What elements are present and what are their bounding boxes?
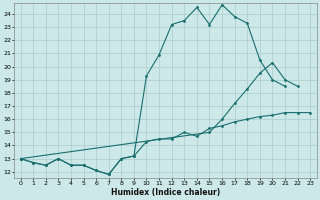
X-axis label: Humidex (Indice chaleur): Humidex (Indice chaleur) [111,188,220,197]
